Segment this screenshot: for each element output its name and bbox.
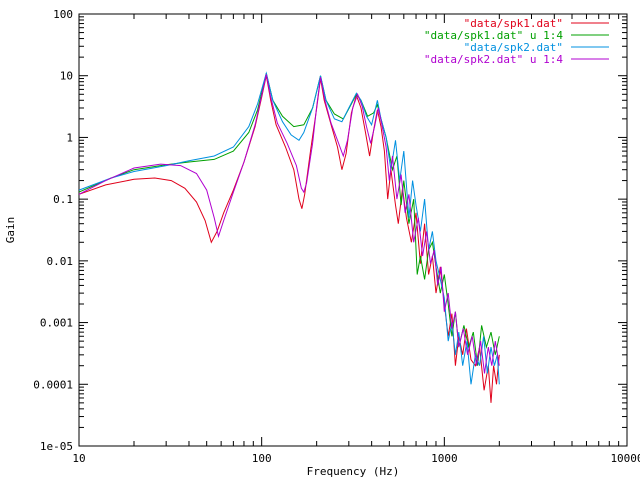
series-line-2 — [78, 73, 500, 366]
legend-label-3: "data/spk2.dat" — [464, 41, 563, 54]
y-tick-label: 10 — [60, 70, 73, 83]
y-tick-label: 0.001 — [40, 317, 73, 330]
series-line-4 — [78, 74, 500, 374]
series-layer — [78, 71, 500, 403]
x-tick-label: 10 — [72, 452, 85, 465]
x-tick-label: 1000 — [431, 452, 458, 465]
series-line-1 — [78, 75, 500, 403]
legend: "data/spk1.dat""data/spk1.dat" u 1:4"dat… — [424, 17, 609, 66]
legend-label-2: "data/spk1.dat" u 1:4 — [424, 29, 563, 42]
y-tick-label: 0.0001 — [33, 378, 73, 391]
axis-ticks: 10 100 1000 10000 1e-05 0.0001 0.001 0.01 0.1 1 10… — [33, 8, 640, 465]
y-tick-label: 1 — [66, 131, 73, 144]
x-tick-label: 100 — [252, 452, 272, 465]
x-tick-label: 10000 — [610, 452, 640, 465]
y-axis-title: Gain — [4, 217, 17, 244]
y-tick-label: 0.01 — [47, 255, 74, 268]
y-tick-label: 100 — [53, 8, 73, 21]
x-axis-title: Frequency (Hz) — [307, 465, 400, 478]
y-tick-label: 1e-05 — [40, 440, 73, 453]
y-tick-label: 0.1 — [53, 193, 73, 206]
plot-frame — [78, 13, 628, 447]
series-line-3 — [78, 71, 500, 385]
legend-label-1: "data/spk1.dat" — [464, 17, 563, 30]
legend-label-4: "data/spk2.dat" u 1:4 — [424, 53, 563, 66]
